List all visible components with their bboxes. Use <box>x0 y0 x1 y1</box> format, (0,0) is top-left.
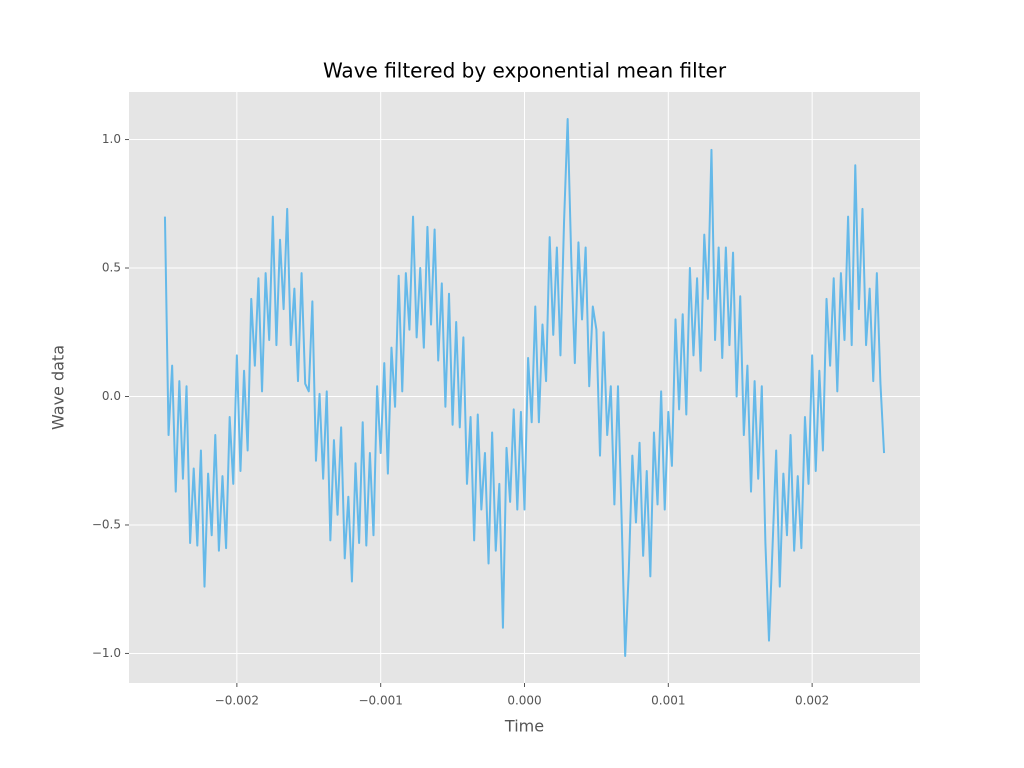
plot-marks <box>163 117 886 658</box>
y-tick-label: 1.0 <box>102 132 121 146</box>
y-tick-label: −0.5 <box>92 517 121 531</box>
chart-title: Wave filtered by exponential mean filter <box>323 59 727 83</box>
y-tick-label: −1.0 <box>92 646 121 660</box>
y-tick-label: 0.0 <box>102 389 121 403</box>
x-tick-label: 0.001 <box>651 694 685 708</box>
x-tick-label: 0.000 <box>507 694 541 708</box>
wave-line <box>163 117 886 658</box>
x-tick-label: 0.002 <box>795 694 829 708</box>
x-axis-label: Time <box>504 717 544 736</box>
x-tick-label: −0.002 <box>215 694 259 708</box>
x-tick-label: −0.001 <box>358 694 402 708</box>
y-axis-label: Wave data <box>49 345 68 430</box>
y-tick-label: 0.5 <box>102 261 121 275</box>
